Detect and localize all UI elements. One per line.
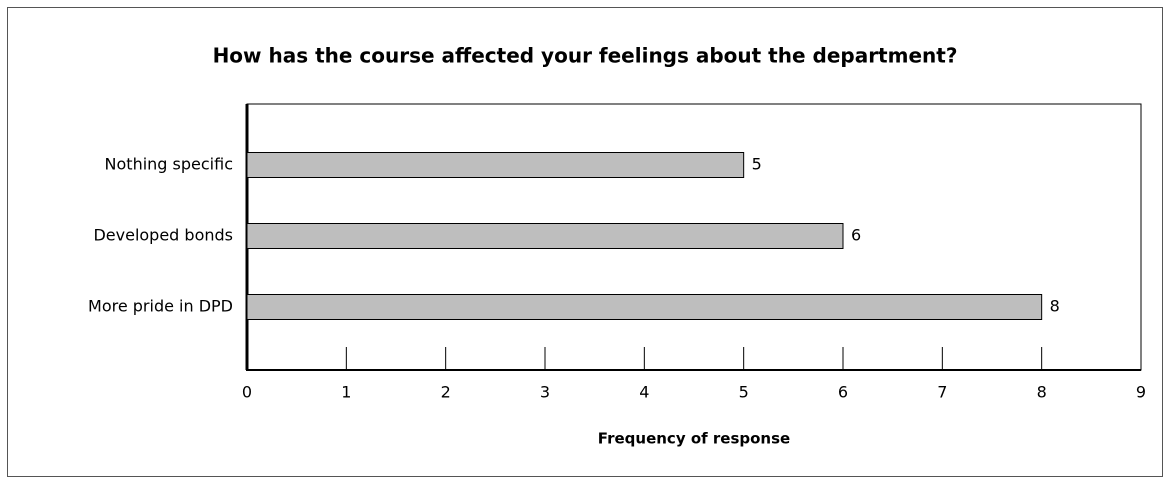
x-tick-label: 3 xyxy=(540,383,550,402)
x-tick-label: 2 xyxy=(441,383,451,402)
bar xyxy=(246,294,1043,320)
x-axis-title: Frequency of response xyxy=(598,430,790,448)
x-tick-label: 7 xyxy=(937,383,947,402)
bar xyxy=(246,152,745,178)
value-label: 5 xyxy=(752,155,762,174)
value-label: 8 xyxy=(1050,297,1060,316)
bar xyxy=(246,223,844,249)
value-label: 6 xyxy=(851,226,861,245)
y-tick-label: Developed bonds xyxy=(93,226,233,245)
chart-title: How has the course affected your feeling… xyxy=(213,44,958,68)
x-tick-label: 8 xyxy=(1037,383,1047,402)
x-tick-label: 0 xyxy=(242,383,252,402)
x-tick-label: 1 xyxy=(341,383,351,402)
x-tick-label: 4 xyxy=(639,383,649,402)
y-tick-label: Nothing specific xyxy=(105,155,233,174)
y-tick-label: More pride in DPD xyxy=(88,297,233,316)
x-tick-label: 5 xyxy=(739,383,749,402)
x-tick-label: 9 xyxy=(1136,383,1146,402)
x-tick-label: 6 xyxy=(838,383,848,402)
